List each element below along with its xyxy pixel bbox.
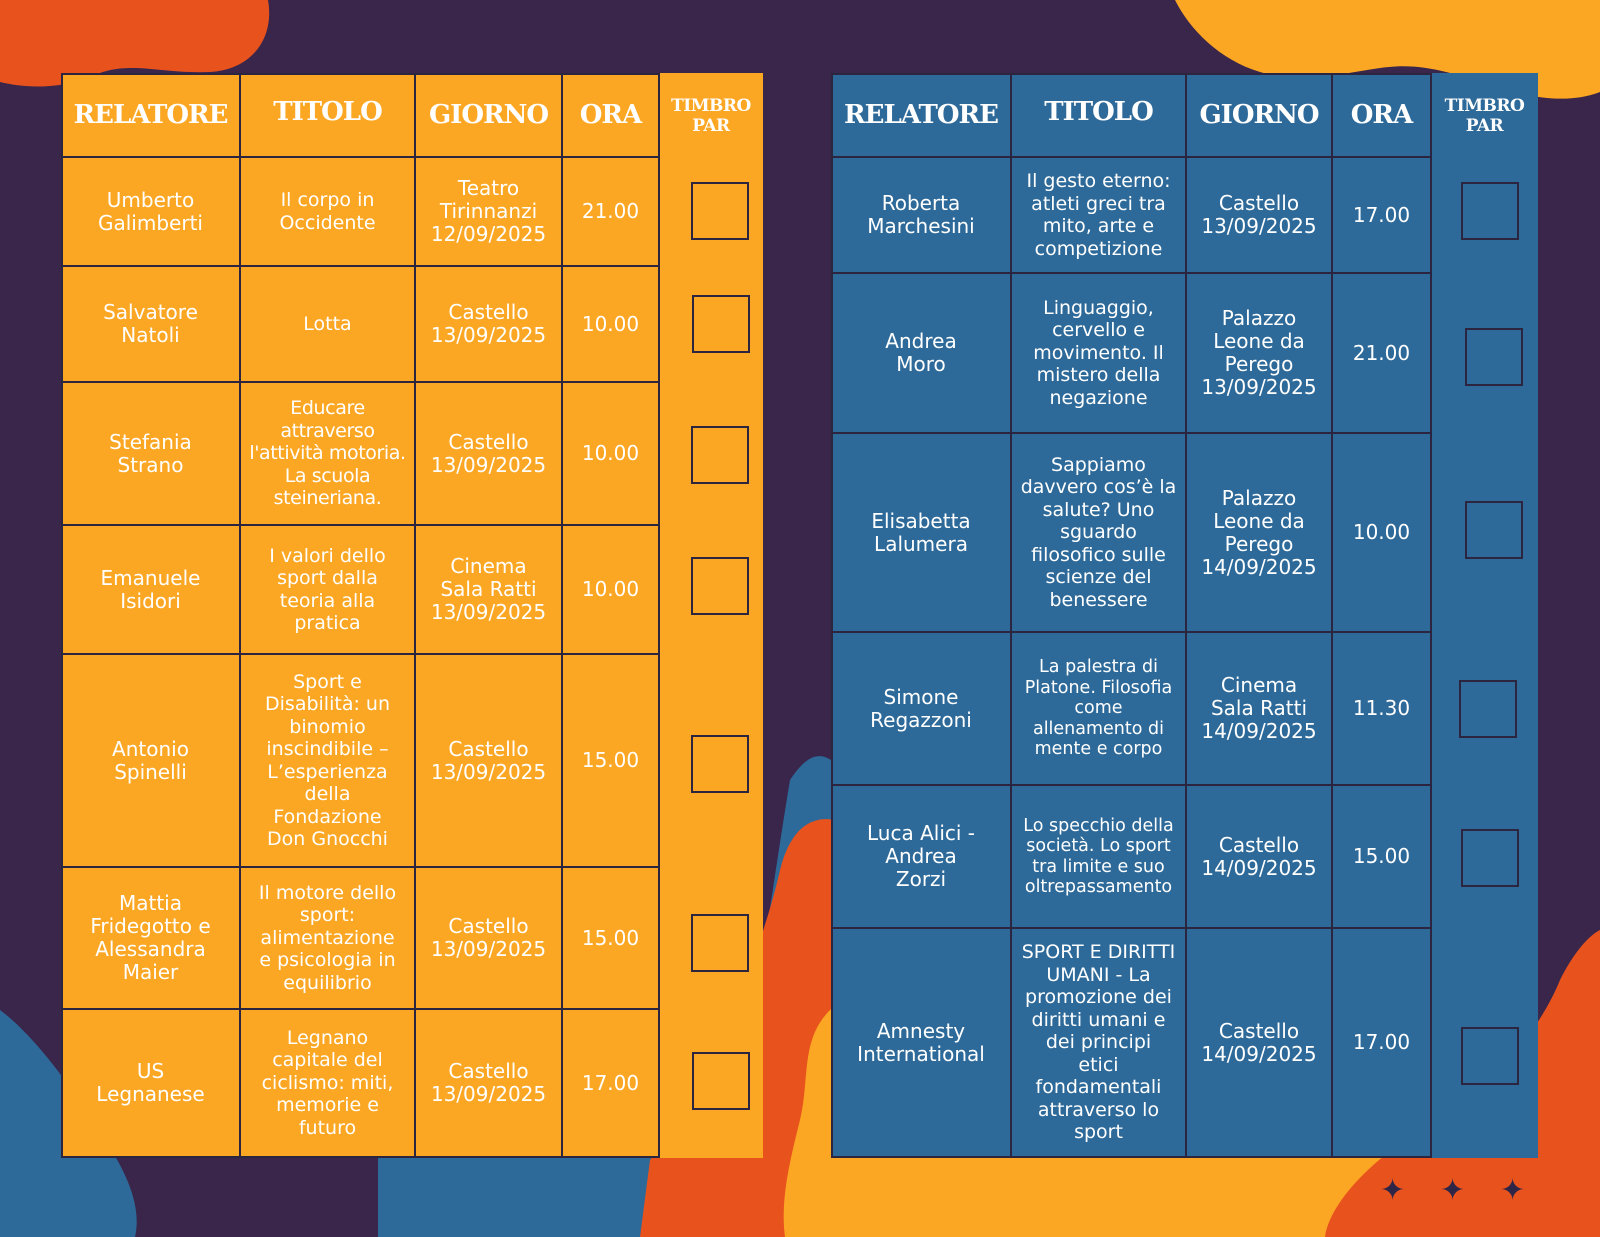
talk-title-cell: Sappiamo davvero cos’è la salute? Uno sg… bbox=[1020, 453, 1177, 611]
table-grid bbox=[61, 73, 763, 1158]
stamp-checkbox[interactable] bbox=[1461, 182, 1519, 240]
day-cell: Castello 13/09/2025 bbox=[430, 914, 547, 961]
time-cell: 10.00 bbox=[581, 577, 640, 601]
day-cell: Castello 13/09/2025 bbox=[430, 736, 547, 784]
talk-title-cell: SPORT E DIRITTI UMANI - La promozione de… bbox=[1021, 941, 1176, 1144]
talk-title-cell: Il corpo in Occidente bbox=[279, 189, 376, 234]
star-icon: ✦ bbox=[1500, 1173, 1526, 1208]
time-cell: 15.00 bbox=[581, 748, 640, 772]
day-cell: Palazzo Leone da Perego 13/09/2025 bbox=[1201, 306, 1317, 399]
talk-title-cell: La palestra di Platone. Filosofia come a… bbox=[1024, 657, 1173, 760]
time-cell: 10.00 bbox=[581, 311, 640, 336]
talk-title-cell: Educare attraverso l'attività motoria. L… bbox=[249, 397, 406, 510]
speaker-cell: Roberta Marchesini bbox=[867, 191, 975, 238]
stamp-checkbox[interactable] bbox=[691, 914, 749, 972]
speaker-cell: Stefania Strano bbox=[109, 429, 192, 477]
stamp-checkbox[interactable] bbox=[691, 182, 749, 240]
stamp-checkbox[interactable] bbox=[691, 426, 749, 484]
blob-bottom-right bbox=[1325, 930, 1600, 1237]
time-cell: 21.00 bbox=[581, 199, 640, 223]
time-cell: 10.00 bbox=[581, 441, 640, 465]
time-cell: 17.00 bbox=[581, 1070, 640, 1095]
day-cell: Castello 13/09/2025 bbox=[430, 1059, 547, 1106]
stamp-checkbox[interactable] bbox=[1465, 328, 1523, 386]
column-header-time: ORA bbox=[579, 100, 642, 130]
column-header-title: TITOLO bbox=[1044, 97, 1153, 127]
speaker-cell: Elisabetta Lalumera bbox=[871, 508, 971, 556]
star-icon: ✦ bbox=[1440, 1173, 1466, 1208]
column-header-speaker: RELATORE bbox=[73, 100, 229, 130]
column-header-stamp: TIMBRO PAR bbox=[671, 96, 751, 136]
talk-title-cell: Lotta bbox=[303, 312, 352, 335]
talk-title-cell: Il gesto eterno: atleti greci tra mito, … bbox=[1026, 170, 1171, 260]
stamp-checkbox[interactable] bbox=[692, 1052, 750, 1110]
talk-title-cell: Lo specchio della società. Lo sport tra … bbox=[1023, 815, 1174, 898]
time-cell: 11.30 bbox=[1352, 696, 1411, 720]
column-header-speaker: RELATORE bbox=[844, 100, 999, 130]
star-icon: ✦ bbox=[1380, 1173, 1406, 1208]
time-cell: 21.00 bbox=[1352, 340, 1411, 365]
day-cell: Teatro Tirinnanzi 12/09/2025 bbox=[430, 176, 547, 246]
table-background bbox=[61, 73, 763, 1158]
speaker-cell: Umberto Galimberti bbox=[98, 187, 203, 235]
column-header-day: GIORNO bbox=[1199, 100, 1319, 130]
speaker-cell: Andrea Moro bbox=[885, 329, 957, 376]
time-cell: 15.00 bbox=[1352, 844, 1411, 868]
time-cell: 17.00 bbox=[1352, 1030, 1411, 1054]
day-cell: Castello 14/09/2025 bbox=[1201, 832, 1317, 880]
day-cell: Castello 13/09/2025 bbox=[430, 429, 547, 477]
blob-top-left bbox=[0, 0, 270, 87]
time-cell: 17.00 bbox=[1352, 202, 1411, 227]
stamp-checkbox[interactable] bbox=[691, 735, 749, 793]
speaker-cell: Mattia Fridegotto e Alessandra Maier bbox=[90, 891, 211, 984]
schedule-table-orange: RELATORE TITOLO GIORNO ORA TIMBRO PAR Um… bbox=[61, 73, 763, 1158]
time-cell: 10.00 bbox=[1352, 520, 1411, 544]
column-header-time: ORA bbox=[1350, 100, 1413, 130]
speaker-cell: Simone Regazzoni bbox=[870, 684, 972, 732]
day-cell: Castello 13/09/2025 bbox=[430, 300, 547, 347]
talk-title-cell: Legnano capitale del ciclismo: miti, mem… bbox=[261, 1026, 394, 1139]
talk-title-cell: Sport e Disabilità: un binomio inscindib… bbox=[265, 670, 390, 851]
time-cell: 15.00 bbox=[581, 925, 640, 950]
column-header-stamp: TIMBRO PAR bbox=[1444, 96, 1525, 136]
day-cell: Cinema Sala Ratti 13/09/2025 bbox=[430, 554, 547, 624]
day-cell: Castello 14/09/2025 bbox=[1201, 1018, 1317, 1066]
schedule-table-blue: RELATORE TITOLO GIORNO ORA TIMBRO PAR Ro… bbox=[831, 73, 1538, 1158]
speaker-cell: Emanuele Isidori bbox=[100, 565, 201, 613]
speaker-cell: Salvatore Natoli bbox=[103, 300, 198, 347]
speaker-cell: Luca Alici - Andrea Zorzi bbox=[867, 821, 975, 891]
stamp-checkbox[interactable] bbox=[1465, 501, 1523, 559]
stamp-checkbox[interactable] bbox=[1461, 829, 1519, 887]
speaker-cell: Amnesty International bbox=[857, 1018, 985, 1066]
day-cell: Castello 13/09/2025 bbox=[1201, 191, 1317, 238]
speaker-cell: US Legnanese bbox=[96, 1059, 205, 1106]
column-header-title: TITOLO bbox=[273, 97, 382, 127]
table-grid bbox=[831, 73, 1538, 1158]
column-header-day: GIORNO bbox=[428, 100, 549, 130]
stamp-checkbox[interactable] bbox=[691, 557, 749, 615]
speaker-cell: Antonio Spinelli bbox=[112, 736, 189, 784]
stamp-checkbox[interactable] bbox=[1459, 680, 1517, 738]
talk-title-cell: Il motore dello sport: alimentazione e p… bbox=[258, 881, 397, 994]
talk-title-cell: Linguaggio, cervello e movimento. Il mis… bbox=[1033, 296, 1164, 409]
stamp-checkbox[interactable] bbox=[692, 295, 750, 353]
stamp-checkbox[interactable] bbox=[1461, 1027, 1519, 1085]
table-background bbox=[831, 73, 1538, 1158]
day-cell: Palazzo Leone da Perego 14/09/2025 bbox=[1201, 485, 1317, 579]
day-cell: Cinema Sala Ratti 14/09/2025 bbox=[1201, 673, 1317, 743]
talk-title-cell: I valori dello sport dalla teoria alla p… bbox=[269, 544, 386, 635]
